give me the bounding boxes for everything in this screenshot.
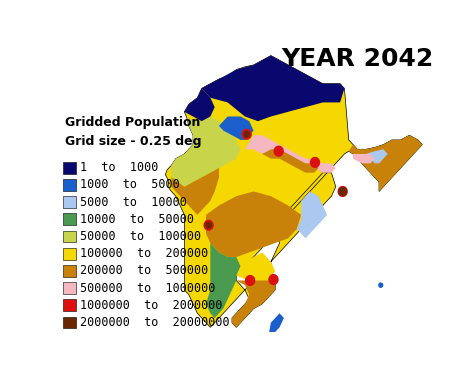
Polygon shape: [242, 129, 252, 140]
Polygon shape: [232, 281, 275, 327]
Text: 1000000  to  2000000: 1000000 to 2000000: [80, 299, 223, 312]
Text: 1  to  1000: 1 to 1000: [80, 161, 159, 174]
Polygon shape: [206, 191, 301, 257]
Text: YEAR 2042: YEAR 2042: [281, 47, 434, 71]
Text: Gridded Population: Gridded Population: [65, 116, 200, 129]
Bar: [63, 300, 76, 311]
Polygon shape: [165, 55, 422, 327]
Text: Grid size - 0.25 deg: Grid size - 0.25 deg: [65, 136, 201, 149]
Polygon shape: [268, 274, 279, 285]
Polygon shape: [378, 282, 383, 288]
Polygon shape: [245, 275, 255, 286]
Text: 500000  to  1000000: 500000 to 1000000: [80, 281, 216, 295]
Polygon shape: [337, 186, 348, 197]
Polygon shape: [353, 154, 374, 163]
Bar: [63, 162, 76, 174]
Polygon shape: [202, 55, 345, 121]
Bar: [63, 282, 76, 294]
Polygon shape: [205, 221, 212, 229]
Polygon shape: [297, 191, 327, 238]
Bar: [63, 231, 76, 243]
Polygon shape: [172, 168, 219, 215]
Text: 50000  to  100000: 50000 to 100000: [80, 230, 201, 243]
Polygon shape: [243, 131, 250, 138]
Text: 2000000  to  20000000: 2000000 to 20000000: [80, 316, 230, 329]
Polygon shape: [203, 219, 214, 231]
Polygon shape: [273, 146, 284, 157]
Text: 200000  to  500000: 200000 to 500000: [80, 264, 209, 278]
Polygon shape: [245, 135, 336, 173]
Bar: [63, 179, 76, 191]
Polygon shape: [338, 187, 347, 196]
Text: 10000  to  50000: 10000 to 50000: [80, 213, 194, 226]
Text: 100000  to  200000: 100000 to 200000: [80, 247, 209, 260]
Bar: [63, 248, 76, 259]
Text: 1000  to  5000: 1000 to 5000: [80, 178, 180, 191]
Polygon shape: [184, 89, 215, 121]
Polygon shape: [310, 157, 320, 168]
Bar: [63, 196, 76, 208]
Bar: [63, 316, 76, 328]
Polygon shape: [206, 243, 241, 318]
Polygon shape: [269, 313, 284, 332]
Bar: [63, 265, 76, 277]
Polygon shape: [172, 117, 241, 187]
Polygon shape: [366, 149, 388, 163]
Text: 5000  to  10000: 5000 to 10000: [80, 196, 187, 209]
Polygon shape: [349, 135, 422, 191]
Polygon shape: [219, 117, 254, 140]
Polygon shape: [236, 253, 275, 281]
Bar: [63, 213, 76, 225]
Polygon shape: [262, 149, 319, 173]
